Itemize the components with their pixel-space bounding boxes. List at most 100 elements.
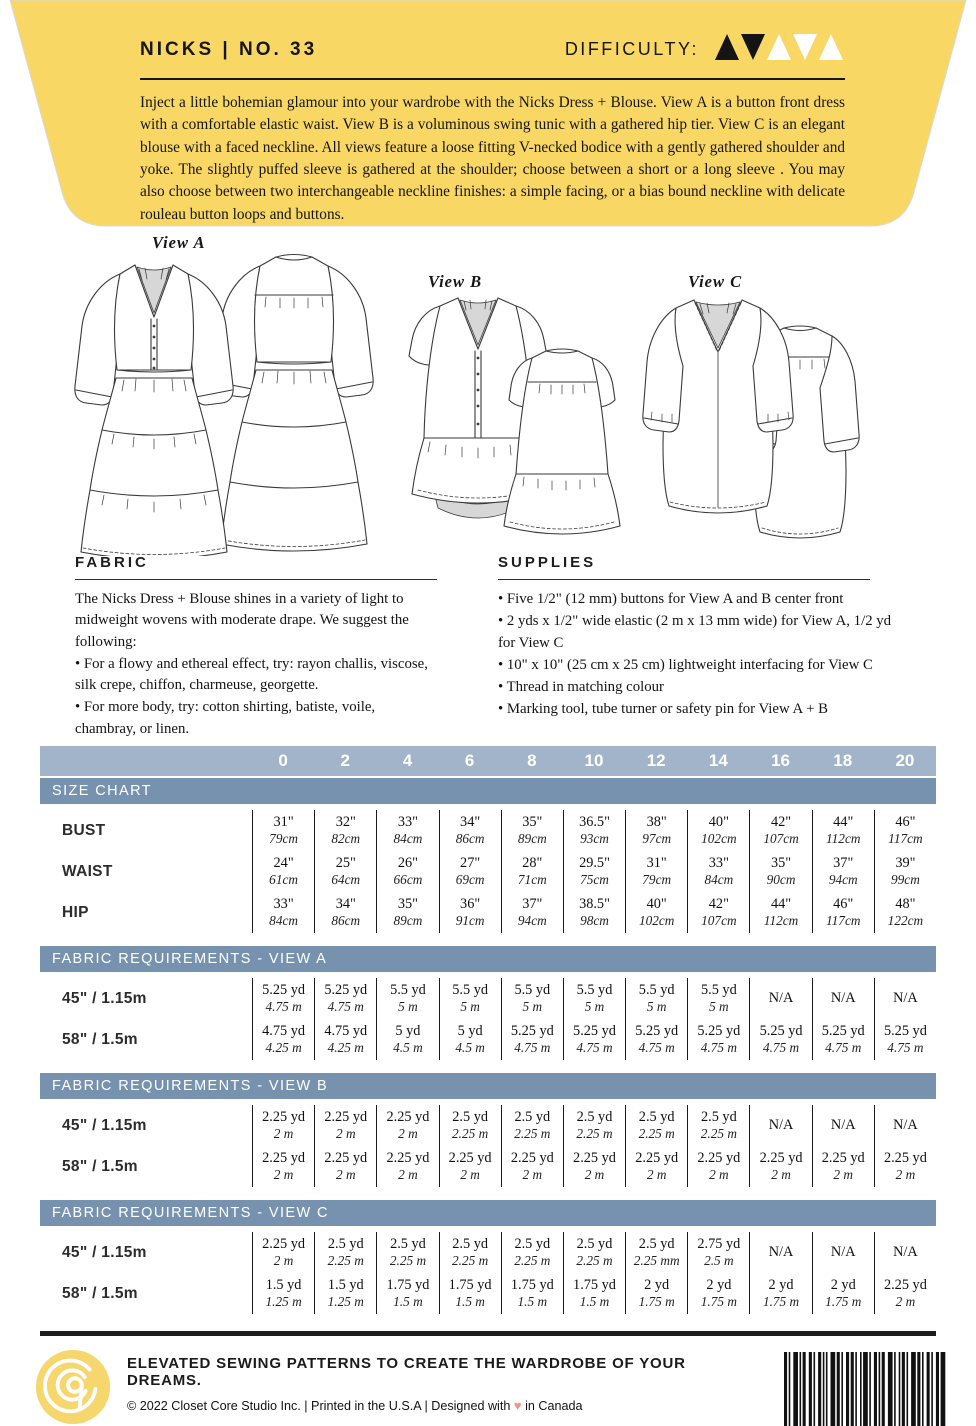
metric-value: 99cm — [891, 872, 920, 887]
header-divider — [140, 78, 845, 80]
metric-value: 98cm — [580, 913, 609, 928]
imperial-value: 37" — [522, 896, 543, 912]
table-cell: 2.25 yd 2 m — [252, 1105, 314, 1146]
supplies-section: SUPPLIES • Five 1/2" (12 mm) buttons for… — [498, 554, 905, 734]
imperial-value: 2.5 yd — [638, 1236, 675, 1252]
metric-value: 84cm — [393, 831, 423, 846]
metric-value: 112cm — [763, 913, 799, 928]
metric-value: 79cm — [269, 831, 298, 846]
metric-value: 1.75 m — [700, 1294, 737, 1309]
table-cell: 2.75 yd 2.5 m — [687, 1232, 749, 1273]
imperial-value: 5.25 yd — [635, 1023, 679, 1039]
metric-value: 2 m — [335, 1126, 356, 1141]
table-cell: N/A — [749, 978, 811, 1019]
table-cell: 2.25 yd 2 m — [749, 1146, 811, 1187]
metric-value: 1.25 m — [265, 1294, 302, 1309]
metric-value: 84cm — [704, 872, 734, 887]
table-cell: 2.25 yd 2 m — [687, 1146, 749, 1187]
table-cell: 40" 102cm — [687, 810, 749, 851]
imperial-value: 5.5 yd — [390, 982, 426, 998]
table-cell: 31" 79cm — [625, 851, 687, 892]
imperial-value: 1.75 yd — [448, 1277, 492, 1293]
table-cell: 5.25 yd 4.75 m — [749, 1019, 811, 1060]
imperial-value: 5.5 yd — [576, 982, 613, 998]
barcode: 6 15867 66936 1 — [780, 1348, 958, 1426]
view-b-illustration: View B — [384, 232, 646, 535]
table-cell: 2 yd 1.75 m — [625, 1273, 687, 1314]
difficulty-rating: DIFFICULTY: — [565, 32, 845, 67]
table-cell: N/A — [811, 978, 874, 1019]
table-cell: 34" 86cm — [438, 810, 501, 851]
table-cell: 5.25 yd 4.75 m — [252, 978, 314, 1019]
imperial-value: 44" — [833, 814, 854, 830]
size-column-header: 8 — [527, 751, 537, 770]
table-cell: 36.5" 93cm — [562, 810, 625, 851]
imperial-value: 2 yd — [644, 1277, 670, 1293]
imperial-value: 31" — [646, 855, 667, 871]
metric-value: 5 m — [460, 999, 480, 1014]
size-column-header: 18 — [833, 751, 853, 770]
metric-value: 89cm — [517, 831, 547, 846]
table-row: 45" / 1.15m 2.25 yd 2 m 2.25 yd 2 m 2.25 yd 2 … — [40, 1105, 936, 1146]
imperial-value: 35" — [522, 814, 543, 830]
imperial-value: N/A — [830, 1244, 856, 1260]
table-cell: 37" 94cm — [811, 851, 874, 892]
metric-value: 4.75 m — [514, 1040, 551, 1055]
heart-icon: ♥ — [513, 1398, 522, 1413]
metric-value: 93cm — [580, 831, 609, 846]
imperial-value: 39" — [895, 855, 916, 871]
metric-value: 117cm — [825, 913, 861, 928]
size-column-header: 12 — [646, 751, 666, 770]
table-cell: 4.75 yd 4.25 m — [314, 1019, 376, 1060]
imperial-value: 40" — [708, 814, 729, 830]
barcode-bars — [784, 1352, 946, 1426]
size-number-header-row: 0 2 4 6 8 10 12 14 16 18 20 — [40, 746, 936, 776]
imperial-value: 38" — [646, 814, 667, 830]
imperial-value: 2 yd — [706, 1277, 732, 1293]
row-label: 58" / 1.5m — [62, 1030, 138, 1048]
metric-value: 122cm — [887, 913, 924, 928]
imperial-value: 42" — [708, 896, 729, 912]
row-label: 45" / 1.15m — [62, 1243, 147, 1261]
table-cell: 5.5 yd 5 m — [562, 978, 625, 1019]
imperial-value: 2.5 yd — [700, 1109, 737, 1125]
table-cell: 2.5 yd 2.25 m — [314, 1232, 376, 1273]
imperial-value: 33" — [397, 814, 419, 830]
imperial-value: 2.5 yd — [390, 1236, 426, 1252]
metric-value: 2 m — [584, 1167, 605, 1182]
metric-value: 5 m — [709, 999, 729, 1014]
footer-copyright: © 2022 Closet Core Studio Inc. | Printed… — [127, 1398, 765, 1413]
pattern-title: NICKS | NO. 33 — [140, 38, 318, 60]
imperial-value: 2.25 yd — [883, 1277, 927, 1293]
metric-value: 71cm — [517, 872, 547, 887]
metric-value: 4.25 m — [327, 1040, 364, 1055]
table-cell: 2.25 yd 2 m — [376, 1146, 438, 1187]
imperial-value: 36" — [460, 896, 481, 912]
metric-value: 94cm — [517, 913, 547, 928]
table-cell: 37" 94cm — [500, 892, 563, 933]
bullet-item: • Thread in matching colour — [498, 679, 664, 696]
metric-value: 2.25 m — [638, 1126, 675, 1141]
imperial-value: 2.5 yd — [576, 1109, 613, 1125]
metric-value: 1.5 m — [517, 1294, 548, 1309]
row-label: HIP — [62, 903, 89, 921]
size-column-header: 20 — [895, 751, 915, 770]
size-chart-band: SIZE CHART — [40, 778, 936, 804]
table-cell: 35" 90cm — [749, 851, 811, 892]
metric-value: 4.75 m — [762, 1040, 800, 1055]
imperial-value: N/A — [893, 1117, 918, 1133]
view-c-label: View C — [688, 272, 743, 291]
imperial-value: 5.25 yd — [759, 1023, 803, 1039]
metric-value: 2 m — [522, 1167, 543, 1182]
imperial-value: 46" — [833, 896, 854, 912]
imperial-value: 40" — [646, 896, 667, 912]
table-cell: N/A — [873, 1105, 936, 1146]
imperial-value: 2.25 yd — [883, 1150, 927, 1166]
table-cell: 5 yd 4.5 m — [376, 1019, 438, 1060]
table-cell: 1.75 yd 1.5 m — [500, 1273, 563, 1314]
size-chart-rows: BUST 31" 79cm 32" 82cm 33" 84cm 34" 86cm 35" 89cm 3… — [40, 804, 936, 941]
imperial-value: N/A — [768, 990, 794, 1006]
table-cell: 5.5 yd 5 m — [500, 978, 563, 1019]
bullet-item: • For a flowy and ethereal effect, try: … — [75, 655, 428, 694]
imperial-value: 28" — [522, 855, 543, 871]
